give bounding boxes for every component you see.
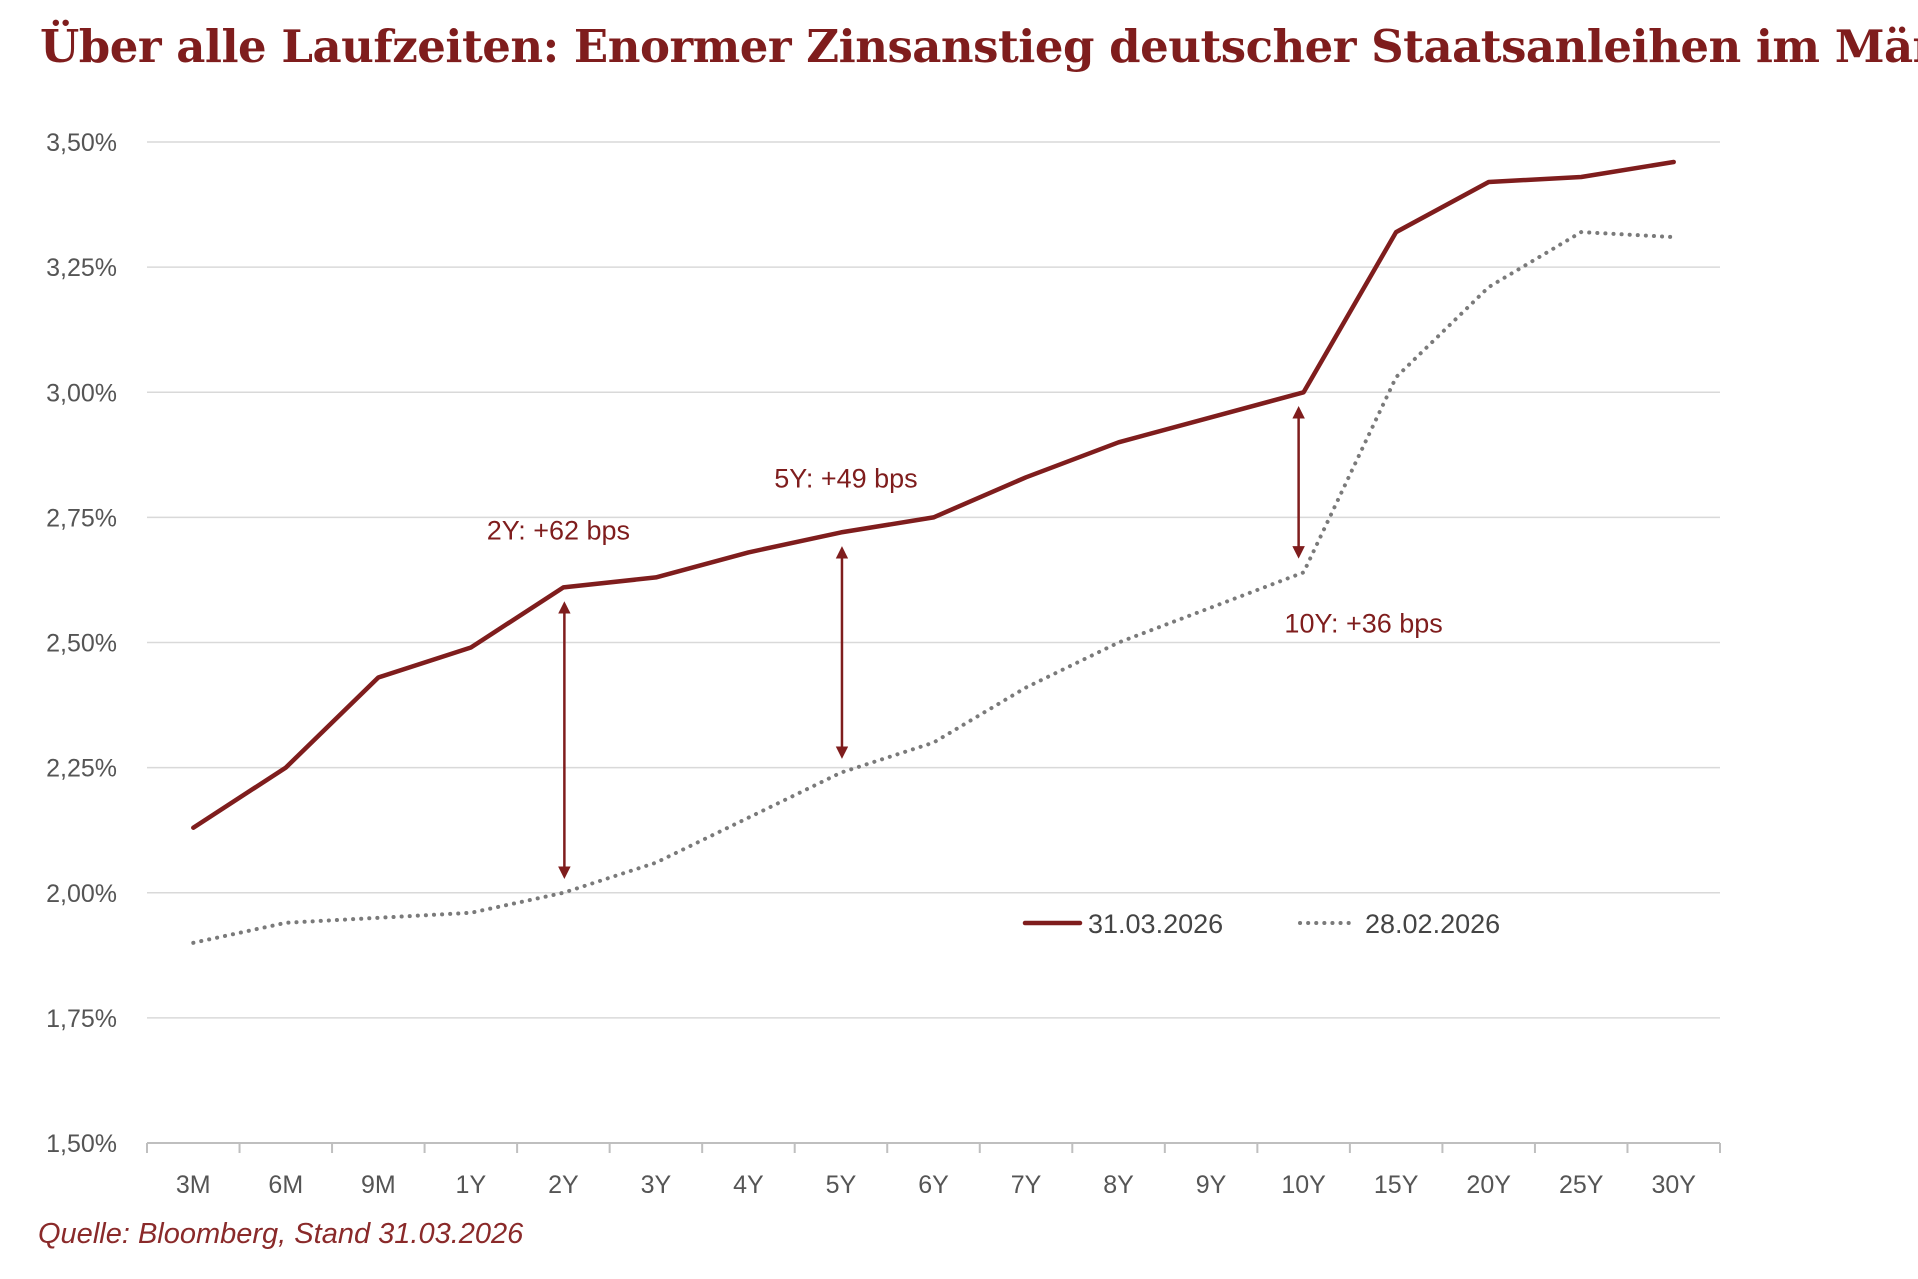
source-note: Quelle: Bloomberg, Stand 31.03.2026 [38, 1218, 524, 1250]
data-point-31-03-2026 [283, 765, 289, 771]
y-tick-label: 3,25% [46, 254, 117, 282]
x-tick-label: 3Y [641, 1171, 672, 1199]
data-point-31-03-2026 [468, 645, 474, 651]
data-point-28-02-2026 [1208, 604, 1214, 610]
axes: 1,50% 1,75% 2,00% 2,25% 2,50% 2,75% 3,00% 3,25%… [46, 129, 1721, 1199]
annotation-label: 2Y: +62 bps [487, 515, 630, 545]
y-tick-label: 2,25% [46, 755, 117, 783]
data-point-31-03-2026 [653, 574, 659, 580]
x-tick-label: 10Y [1281, 1171, 1326, 1199]
x-tick-label: 15Y [1374, 1171, 1419, 1199]
x-tick-label: 7Y [1011, 1171, 1042, 1199]
data-point-28-02-2026 [1578, 229, 1584, 235]
data-point-31-03-2026 [560, 584, 566, 590]
data-point-28-02-2026 [838, 770, 844, 776]
data-point-31-03-2026 [1671, 159, 1677, 165]
x-tick-label: 25Y [1559, 1171, 1604, 1199]
data-point-28-02-2026 [190, 940, 196, 946]
y-tick-label: 1,75% [46, 1005, 117, 1033]
data-point-31-03-2026 [838, 529, 844, 535]
x-tick-label: 20Y [1466, 1171, 1511, 1199]
annotation-label: 5Y: +49 bps [774, 463, 917, 493]
y-tick-label: 2,50% [46, 630, 117, 658]
data-point-28-02-2026 [560, 890, 566, 896]
data-point-28-02-2026 [653, 860, 659, 866]
y-tick-label: 3,00% [46, 379, 117, 407]
data-point-31-03-2026 [1578, 174, 1584, 180]
x-tick-label: 6Y [918, 1171, 949, 1199]
x-tick-label: 30Y [1651, 1171, 1696, 1199]
data-point-31-03-2026 [931, 514, 937, 520]
x-tick-label: 9M [361, 1171, 396, 1199]
data-point-31-03-2026 [1301, 389, 1307, 395]
x-tick-label: 5Y [826, 1171, 857, 1199]
legend-label: 31.03.2026 [1088, 909, 1223, 939]
data-point-28-02-2026 [1023, 685, 1029, 691]
x-tick-label: 1Y [456, 1171, 487, 1199]
x-tick-label: 9Y [1196, 1171, 1227, 1199]
series-line-31-03-2026 [191, 159, 1676, 830]
data-point-31-03-2026 [1208, 414, 1214, 420]
y-tick-label: 2,00% [46, 880, 117, 908]
x-tick-label: 8Y [1103, 1171, 1134, 1199]
data-point-31-03-2026 [1023, 474, 1029, 480]
data-point-28-02-2026 [1301, 569, 1307, 575]
data-point-31-03-2026 [1486, 179, 1492, 185]
data-point-31-03-2026 [745, 549, 751, 555]
legend-label: 28.02.2026 [1365, 909, 1500, 939]
chart-title: Über alle Laufzeiten: Enormer Zinsanstie… [40, 20, 1918, 73]
data-point-28-02-2026 [468, 910, 474, 916]
data-point-31-03-2026 [1393, 229, 1399, 235]
data-point-28-02-2026 [1116, 640, 1122, 646]
data-point-28-02-2026 [1393, 374, 1399, 380]
data-point-28-02-2026 [283, 920, 289, 926]
series-line-28-02-2026 [191, 230, 1676, 945]
data-point-28-02-2026 [1671, 234, 1677, 240]
gridlines [147, 141, 1720, 1019]
data-point-31-03-2026 [190, 825, 196, 831]
annotation-label: 10Y: +36 bps [1284, 608, 1442, 638]
data-point-28-02-2026 [375, 915, 381, 921]
y-tick-label: 3,50% [46, 129, 117, 157]
x-tick-label: 3M [176, 1171, 211, 1199]
x-tick-label: 2Y [548, 1171, 579, 1199]
data-point-31-03-2026 [375, 675, 381, 681]
annotations: 2Y: +62 bps 5Y: +49 bps 10Y: +36 bps [487, 406, 1443, 879]
series [190, 159, 1677, 946]
data-point-28-02-2026 [931, 740, 937, 746]
x-tick-label: 4Y [733, 1171, 764, 1199]
data-point-28-02-2026 [745, 815, 751, 821]
x-tick-label: 6M [268, 1171, 303, 1199]
data-point-31-03-2026 [1116, 439, 1122, 445]
legend: 31.03.2026 28.02.2026 [1022, 909, 1500, 939]
data-point-28-02-2026 [1486, 284, 1492, 290]
y-tick-label: 2,75% [46, 504, 117, 532]
y-tick-label: 1,50% [46, 1130, 117, 1158]
